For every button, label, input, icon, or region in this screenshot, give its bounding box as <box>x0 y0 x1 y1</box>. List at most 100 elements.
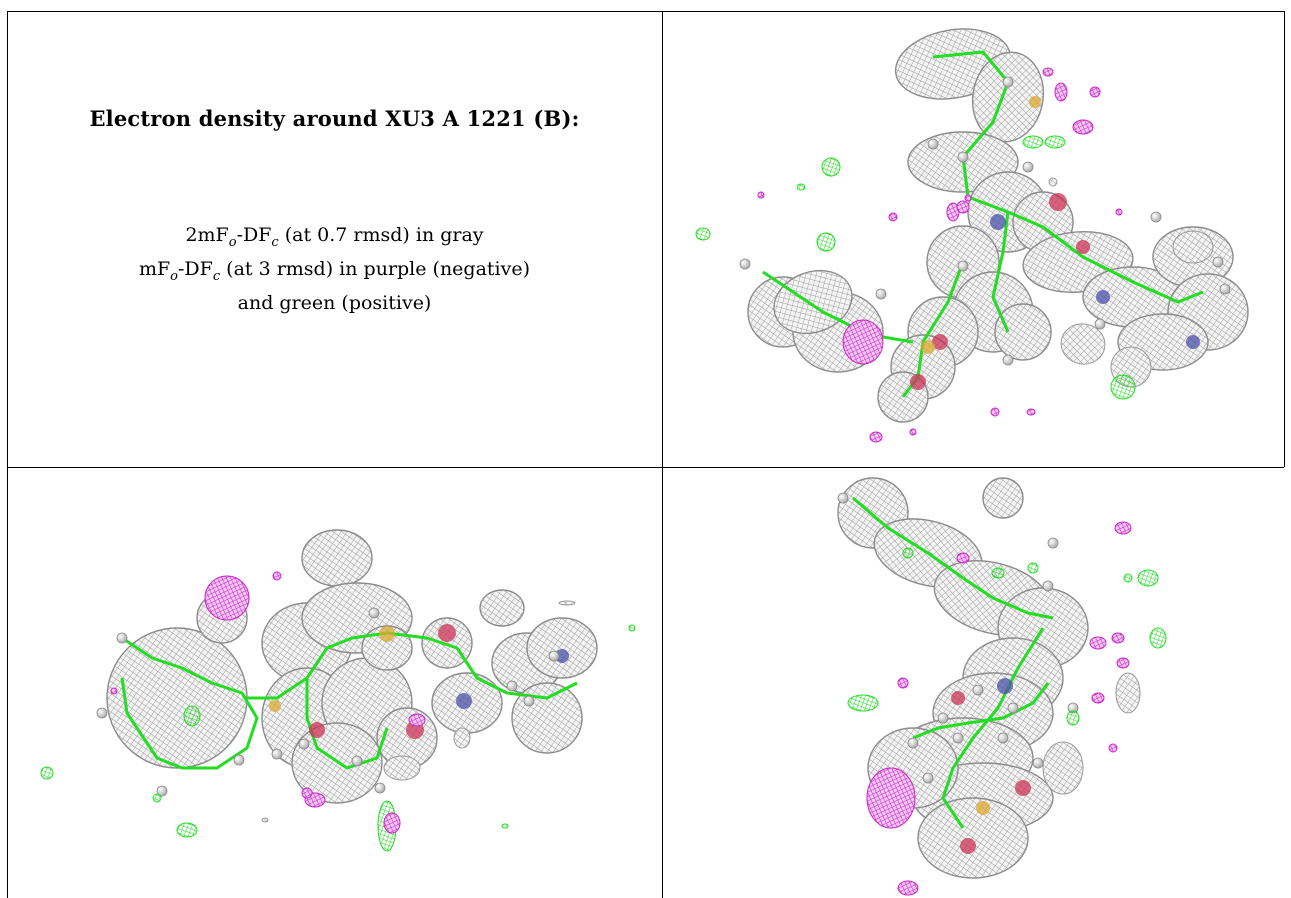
atom-marker <box>368 607 380 619</box>
atom-marker <box>957 260 969 272</box>
atom-marker <box>1150 211 1162 223</box>
bond-stick <box>247 631 578 700</box>
density-blob <box>526 617 598 679</box>
atom-marker <box>997 678 1013 694</box>
negative-difference-density <box>1072 119 1094 135</box>
electron-density-render-3 <box>837 477 1167 896</box>
positive-difference-density <box>1110 374 1136 400</box>
positive-difference-density <box>991 567 1005 579</box>
atom-marker <box>972 684 984 696</box>
atom-marker <box>156 785 168 797</box>
legend-line-2fo-fc: 2mFo-DFc (at 0.7 rmsd) in gray <box>185 224 484 250</box>
negative-difference-density <box>1042 67 1054 77</box>
table-middle-border <box>7 467 1284 468</box>
atom-marker <box>1015 780 1031 796</box>
mesh-fragment <box>558 600 576 606</box>
electron-density-render-2 <box>40 529 636 852</box>
negative-difference-density <box>956 200 970 214</box>
negative-difference-density <box>272 571 282 581</box>
atom-marker <box>438 624 456 642</box>
negative-difference-density <box>408 713 426 727</box>
negative-difference-density <box>1091 692 1105 704</box>
negative-difference-density <box>1111 632 1125 644</box>
bond-stick <box>991 211 1010 333</box>
atom-marker <box>523 695 535 707</box>
positive-difference-density <box>183 705 201 727</box>
density-view-bottom-left <box>7 468 662 898</box>
positive-difference-density <box>847 694 879 712</box>
atom-marker <box>1032 757 1044 769</box>
positive-difference-density <box>1044 135 1066 149</box>
positive-difference-density <box>1027 562 1039 574</box>
atom-marker <box>937 712 949 724</box>
density-view-bottom-right <box>663 468 1284 898</box>
density-blob <box>982 477 1024 519</box>
positive-difference-density <box>1149 627 1167 649</box>
atom-marker <box>910 374 926 390</box>
negative-difference-density <box>383 812 401 834</box>
negative-difference-density <box>1115 208 1123 216</box>
atom-marker <box>1212 256 1224 268</box>
density-blob <box>421 617 473 669</box>
negative-difference-density <box>956 552 970 564</box>
atom-marker <box>1022 161 1034 173</box>
negative-difference-density <box>757 191 765 199</box>
positive-difference-density <box>152 793 162 803</box>
atom-marker <box>990 214 1006 230</box>
atom-marker <box>922 772 934 784</box>
mesh-fragment <box>1172 230 1214 264</box>
positive-difference-density <box>816 232 836 252</box>
atom-marker <box>960 838 976 854</box>
atom-marker <box>976 801 990 815</box>
bond-stick <box>932 50 1204 304</box>
atom-marker <box>927 138 939 150</box>
negative-difference-density <box>1116 657 1130 669</box>
atom-marker <box>1047 537 1059 549</box>
map-legend: 2mFo-DFc (at 0.7 rmsd) in gray mFo-DFc (… <box>7 222 662 317</box>
mesh-fragment <box>1060 323 1106 365</box>
mesh-fragment <box>453 727 471 749</box>
negative-difference-density <box>1054 82 1068 102</box>
atom-marker <box>951 691 965 705</box>
legend-line-colors: and green (positive) <box>237 291 432 314</box>
positive-difference-density <box>176 822 198 838</box>
positive-difference-density <box>501 823 509 829</box>
bond-stick <box>912 682 1050 740</box>
negative-difference-density <box>990 407 1000 417</box>
atom-marker <box>116 632 128 644</box>
positive-difference-density <box>1137 569 1159 587</box>
atom-marker <box>1096 290 1110 304</box>
positive-difference-density <box>821 157 841 177</box>
bond-stick <box>120 636 259 770</box>
negative-difference-density <box>909 428 917 436</box>
positive-difference-density <box>628 624 636 632</box>
negative-difference-density <box>1089 86 1101 98</box>
mesh-fragment <box>261 817 269 823</box>
atom-marker <box>1002 76 1014 88</box>
atom-marker <box>1219 283 1231 295</box>
atom-marker <box>374 782 386 794</box>
atom-marker <box>1186 335 1200 349</box>
density-blob <box>994 303 1052 361</box>
atom-marker <box>1029 96 1041 108</box>
atom-marker <box>271 748 283 760</box>
negative-difference-density <box>204 575 250 621</box>
table-center-border <box>662 11 663 898</box>
mesh-fragment <box>1048 177 1058 187</box>
atom-marker <box>1042 580 1054 592</box>
bond-stick <box>941 627 1045 829</box>
atom-marker <box>96 707 108 719</box>
mesh-fragment <box>383 755 421 781</box>
density-blob <box>917 797 1029 879</box>
page-title: Electron density around XU3 A 1221 (B): <box>89 106 580 131</box>
negative-difference-density <box>110 687 118 695</box>
negative-difference-density <box>897 677 909 689</box>
negative-difference-density <box>1026 408 1036 416</box>
positive-difference-density <box>695 227 711 241</box>
atom-marker <box>921 340 935 354</box>
negative-difference-density <box>842 319 884 365</box>
table-left-border <box>7 11 8 898</box>
density-blob <box>106 627 248 769</box>
table-top-border <box>7 11 1284 12</box>
positive-difference-density <box>1022 135 1044 149</box>
